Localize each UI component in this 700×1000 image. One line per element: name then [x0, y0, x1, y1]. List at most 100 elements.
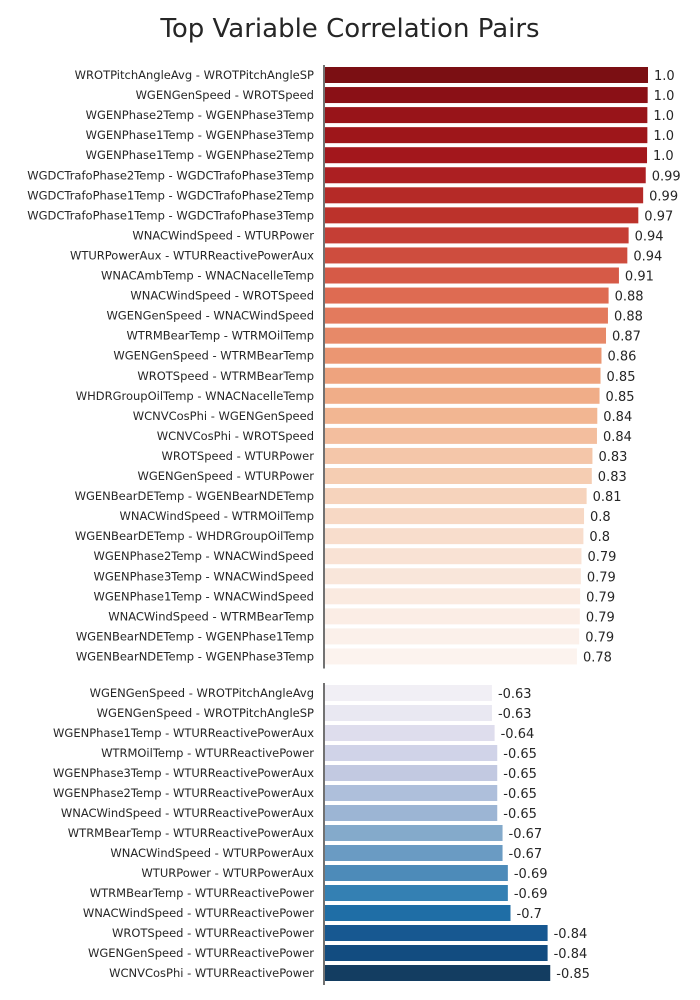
value-label: 0.79 — [586, 610, 615, 625]
value-label: 0.83 — [598, 470, 627, 485]
bar-positive-9 — [325, 247, 628, 264]
bar-positive-0 — [325, 67, 648, 83]
category-label: WGENPhase3Temp - WTURReactivePowerAux — [53, 766, 314, 780]
bar-positive-27 — [325, 608, 580, 625]
value-label: -0.65 — [503, 807, 537, 822]
bar-positive-26 — [325, 588, 581, 605]
bar-negative-4 — [325, 765, 498, 781]
bar-positive-24 — [325, 548, 582, 565]
value-label: 0.94 — [633, 249, 662, 264]
value-label: 0.79 — [585, 630, 614, 645]
category-label: WGENBearNDETemp - WGENPhase3Temp — [76, 649, 314, 663]
bar-positive-22 — [325, 508, 585, 525]
bar-positive-11 — [325, 287, 609, 304]
value-label: 0.79 — [587, 550, 616, 565]
category-label: WGENGenSpeed - WROTPitchAngleAvg — [90, 686, 314, 700]
value-label: -0.63 — [498, 687, 532, 702]
bar-negative-6 — [325, 805, 498, 821]
value-label: -0.84 — [554, 927, 588, 942]
category-label: WROTPitchAngleAvg - WROTPitchAngleSP — [75, 68, 314, 82]
value-label: -0.85 — [556, 967, 590, 982]
category-label: WGENBearNDETemp - WGENPhase1Temp — [76, 629, 314, 643]
bar-positive-2 — [325, 107, 648, 124]
bar-negative-10 — [325, 885, 508, 901]
bar-positive-4 — [325, 147, 648, 164]
bar-positive-1 — [325, 87, 648, 104]
bar-negative-12 — [325, 925, 548, 941]
category-label: WTURPower - WTURPowerAux — [141, 866, 314, 880]
category-label: WGENGenSpeed - WNACWindSpeed — [106, 309, 314, 323]
category-label: WTURPowerAux - WTURReactivePowerAux — [70, 248, 314, 262]
category-label: WGENGenSpeed - WTURPower — [137, 469, 314, 483]
category-label: WROTSpeed - WTRMBearTemp — [137, 369, 314, 383]
category-label: WGDCTrafoPhase2Temp - WGDCTrafoPhase3Tem… — [27, 168, 314, 182]
value-label: 0.97 — [644, 209, 673, 224]
value-label: -0.67 — [509, 847, 543, 862]
value-label: 0.91 — [625, 270, 654, 285]
category-label: WGENBearDETemp - WHDRGroupOilTemp — [75, 529, 314, 543]
bar-positive-14 — [325, 347, 602, 364]
category-label: WTRMBearTemp - WTURReactivePowerAux — [68, 826, 314, 840]
value-label: -0.63 — [498, 707, 532, 722]
category-label: WNACWindSpeed - WROTSpeed — [130, 289, 314, 303]
category-label: WNACWindSpeed - WTURReactivePower — [83, 906, 314, 920]
value-label: 0.99 — [649, 189, 678, 204]
value-label: 0.8 — [589, 530, 610, 545]
bar-positive-7 — [325, 207, 639, 224]
bar-positive-10 — [325, 267, 619, 284]
value-label: 0.88 — [614, 310, 643, 325]
category-label: WGENPhase2Temp - WGENPhase3Temp — [86, 108, 314, 122]
value-label: -0.65 — [503, 747, 537, 762]
value-label: -0.7 — [517, 907, 542, 922]
value-label: 1.0 — [653, 129, 674, 144]
value-label: -0.64 — [501, 727, 535, 742]
value-label: 0.79 — [587, 570, 616, 585]
category-label: WTRMOilTemp - WTURReactivePower — [101, 746, 314, 760]
category-label: WNACWindSpeed - WTRMOilTemp — [120, 509, 314, 523]
bar-positive-12 — [325, 307, 608, 324]
value-label: -0.65 — [503, 787, 537, 802]
category-label: WCNVCosPhi - WTURReactivePower — [109, 966, 314, 980]
category-label: WGENGenSpeed - WROTPitchAngleSP — [97, 706, 314, 720]
category-label: WGDCTrafoPhase1Temp - WGDCTrafoPhase3Tem… — [27, 208, 314, 222]
value-label: -0.69 — [514, 887, 548, 902]
value-label: -0.67 — [509, 827, 543, 842]
category-label: WGENPhase1Temp - WNACWindSpeed — [93, 589, 314, 603]
bar-positive-17 — [325, 407, 598, 424]
category-label: WNACWindSpeed - WTURPowerAux — [110, 846, 314, 860]
category-label: WNACWindSpeed - WTRMBearTemp — [108, 609, 314, 623]
value-label: 0.78 — [583, 650, 612, 665]
value-label: 0.85 — [606, 390, 635, 405]
value-label: 0.86 — [607, 350, 636, 365]
category-label: WGENPhase1Temp - WGENPhase3Temp — [86, 128, 314, 142]
value-label: 1.0 — [653, 109, 674, 124]
bar-positive-23 — [325, 528, 584, 545]
bar-positive-29 — [325, 648, 577, 665]
bar-positive-21 — [325, 488, 587, 505]
category-label: WGENPhase2Temp - WTURReactivePowerAux — [53, 786, 314, 800]
value-label: 0.87 — [612, 330, 641, 345]
bar-negative-8 — [325, 845, 503, 861]
bar-positive-6 — [325, 187, 644, 204]
category-label: WNACWindSpeed - WTURPower — [132, 228, 314, 242]
bar-positive-8 — [325, 227, 629, 244]
bar-positive-13 — [325, 327, 607, 344]
bar-positive-5 — [325, 167, 646, 184]
category-label: WNACWindSpeed - WTURReactivePowerAux — [61, 806, 314, 820]
value-label: 0.84 — [603, 410, 632, 425]
bar-negative-1 — [325, 705, 492, 721]
category-label: WGENPhase1Temp - WGENPhase2Temp — [86, 148, 314, 162]
category-label: WGDCTrafoPhase1Temp - WGDCTrafoPhase2Tem… — [27, 188, 314, 202]
category-label: WCNVCosPhi - WROTSpeed — [157, 429, 314, 443]
bar-positive-16 — [325, 387, 600, 404]
category-label: WGENGenSpeed - WTRMBearTemp — [113, 349, 314, 363]
bar-negative-11 — [325, 905, 511, 921]
bar-positive-28 — [325, 628, 580, 645]
bar-positive-20 — [325, 468, 592, 484]
bar-negative-14 — [325, 965, 551, 981]
bar-negative-13 — [325, 945, 548, 961]
chart-title: Top Variable Correlation Pairs — [160, 14, 540, 44]
category-label: WGENGenSpeed - WTURReactivePower — [88, 946, 314, 960]
bar-positive-15 — [325, 367, 601, 384]
value-label: 0.79 — [586, 590, 615, 605]
